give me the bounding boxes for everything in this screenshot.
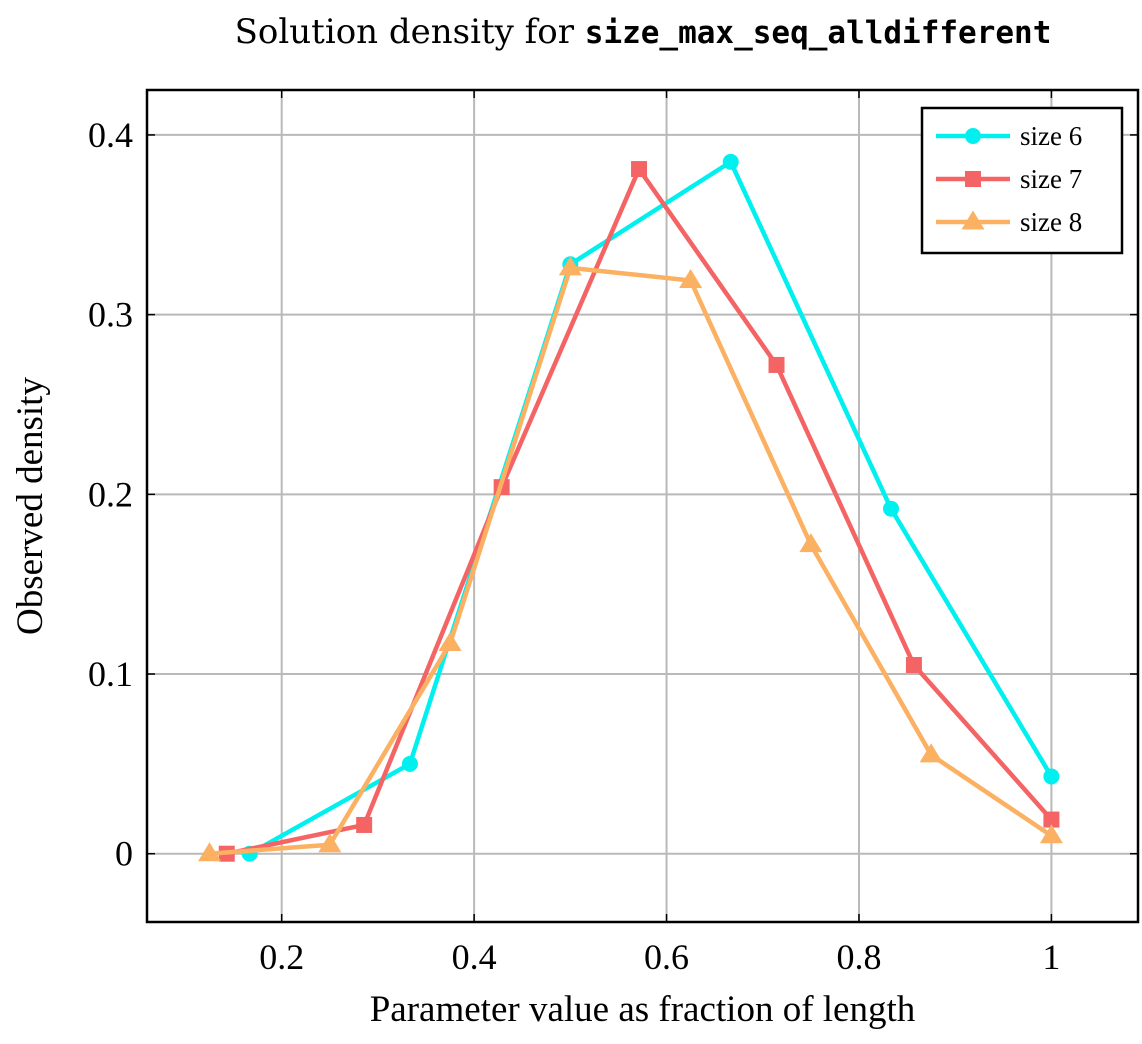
series-2 xyxy=(218,161,1060,862)
data-point-marker xyxy=(356,816,373,833)
data-point-marker xyxy=(558,256,582,276)
x-tick-label: 0.8 xyxy=(836,937,881,977)
x-axis-label: Parameter value as fraction of length xyxy=(370,989,916,1030)
data-point-marker xyxy=(965,171,981,187)
legend-label: size 6 xyxy=(1020,121,1082,151)
y-tick-label: 0.1 xyxy=(88,654,133,694)
data-point-marker xyxy=(1039,824,1063,844)
data-point-marker xyxy=(961,210,985,230)
series-layer xyxy=(198,153,1063,862)
legend-entry: size 8 xyxy=(936,207,1082,237)
legend-entry: size 7 xyxy=(936,164,1082,194)
data-point-marker xyxy=(883,500,900,517)
y-tick-label: 0 xyxy=(115,834,133,874)
x-tick-label: 1 xyxy=(1042,937,1060,977)
series-line xyxy=(209,265,1053,856)
legend: size 6 size 7 size 8 xyxy=(920,106,1124,255)
chart-title-prefix: Solution density for xyxy=(235,12,585,52)
data-point-marker xyxy=(679,268,703,288)
y-axis-label: Observed density xyxy=(10,377,51,635)
data-point-marker xyxy=(799,533,823,553)
data-point-marker xyxy=(438,631,462,651)
legend-label: size 7 xyxy=(1020,164,1082,194)
data-point-marker xyxy=(631,161,648,178)
x-tick-label: 0.4 xyxy=(452,937,497,977)
tick-labels: 0.2 0.4 0.6 0.8 1 0 0.1 0.2 0.3 0.4 xyxy=(88,115,1060,977)
x-tick-label: 0.2 xyxy=(259,937,304,977)
legend-entry: size 6 xyxy=(936,121,1082,151)
y-tick-label: 0.4 xyxy=(88,115,133,155)
data-point-marker xyxy=(768,356,785,373)
data-point-marker xyxy=(905,657,922,674)
x-tick-label: 0.6 xyxy=(644,937,689,977)
data-point-marker xyxy=(401,755,418,772)
chart-title-code: size_max_seq_alldifferent xyxy=(585,15,1052,51)
data-point-marker xyxy=(1043,768,1060,785)
data-point-marker xyxy=(722,153,739,170)
data-point-marker xyxy=(965,128,981,144)
plot-frame xyxy=(145,88,1140,924)
series-3 xyxy=(198,256,1063,862)
y-tick-label: 0.3 xyxy=(88,295,133,335)
y-tick-label: 0.2 xyxy=(88,474,133,514)
data-point-marker xyxy=(198,842,222,862)
legend-label: size 8 xyxy=(1020,207,1082,237)
data-point-marker xyxy=(1043,811,1060,828)
data-point-marker xyxy=(318,833,342,853)
data-point-marker xyxy=(919,743,943,763)
chart-title: Solution density for size_max_seq_alldif… xyxy=(235,12,1052,52)
